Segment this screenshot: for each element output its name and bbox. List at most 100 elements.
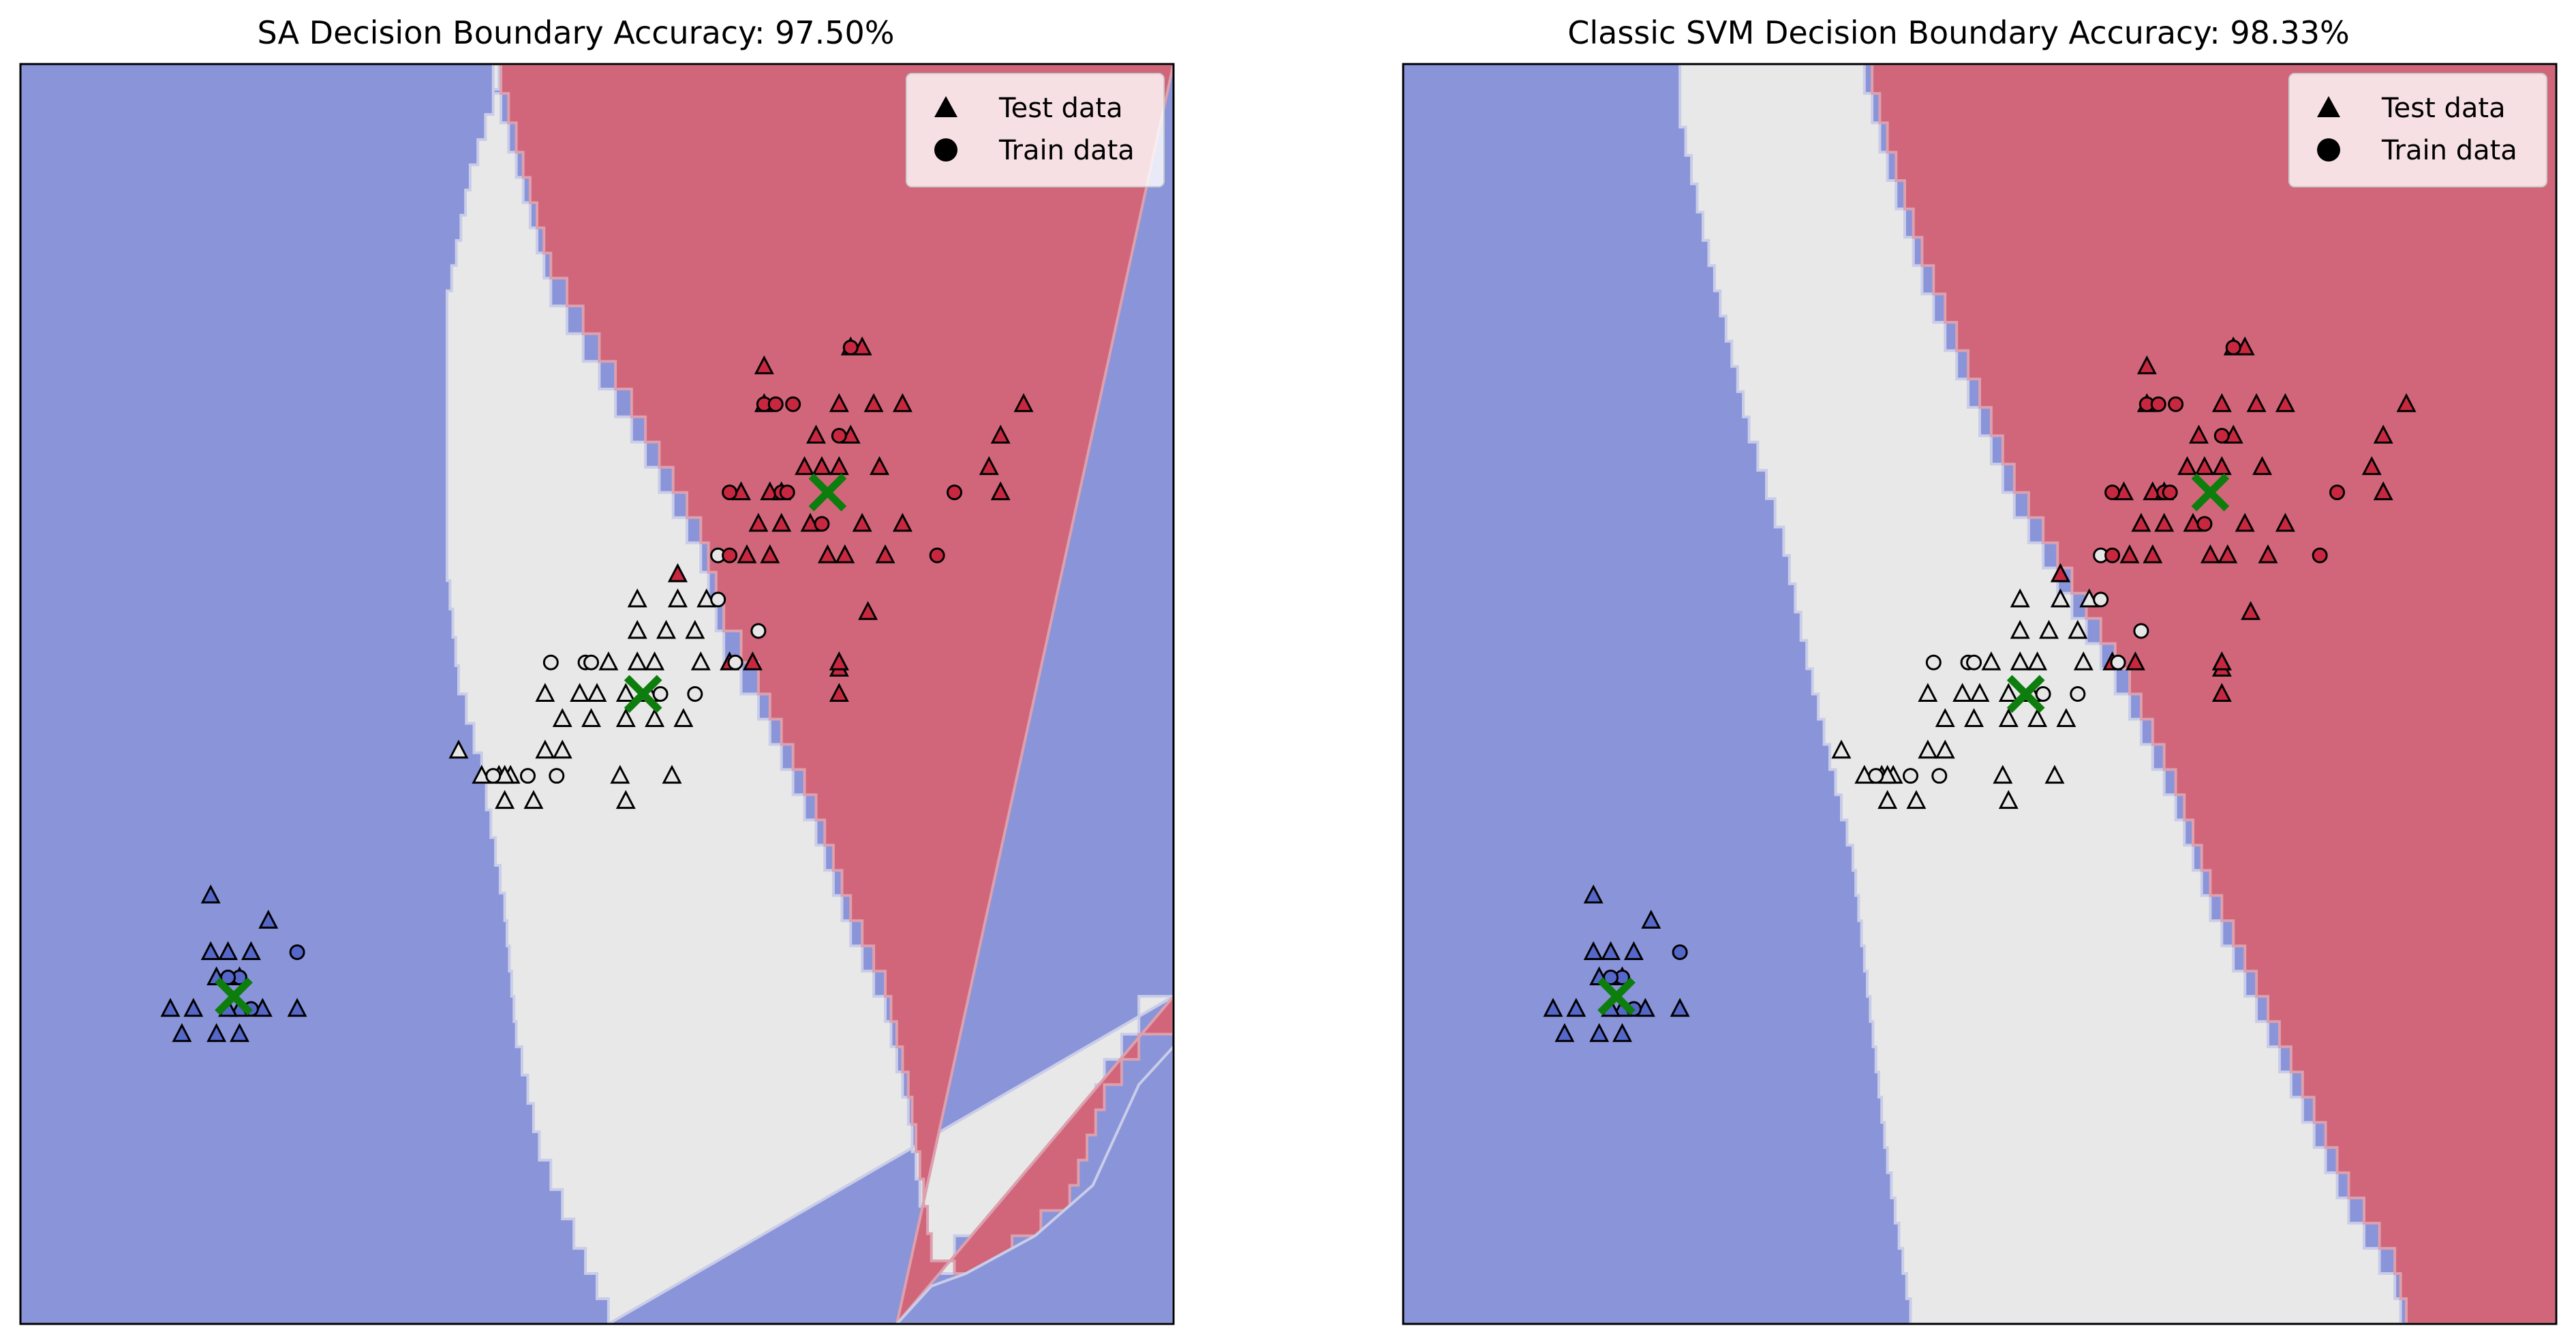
test-point bbox=[2125, 651, 2145, 670]
test-point bbox=[1906, 790, 1927, 809]
test-point bbox=[829, 456, 849, 476]
test-point bbox=[241, 941, 261, 961]
train-point bbox=[722, 547, 738, 564]
region-class0-corner bbox=[895, 1045, 1174, 1324]
test-point bbox=[2050, 588, 2070, 608]
test-point bbox=[2211, 456, 2232, 476]
test-point bbox=[2010, 588, 2030, 608]
test-point bbox=[1566, 998, 1586, 1017]
test-point bbox=[1612, 1023, 1632, 1043]
test-point bbox=[737, 544, 757, 564]
test-point bbox=[645, 651, 665, 670]
test-point bbox=[1543, 998, 1563, 1017]
train-point bbox=[779, 484, 795, 501]
test-point bbox=[2373, 424, 2393, 444]
test-point bbox=[535, 739, 555, 759]
test-point bbox=[870, 456, 890, 476]
test-point bbox=[795, 456, 815, 476]
legend-circle-icon bbox=[934, 138, 957, 161]
test-point bbox=[1981, 651, 2002, 670]
test-point bbox=[771, 512, 792, 532]
train-point bbox=[947, 484, 963, 501]
test-point bbox=[570, 683, 590, 702]
test-point bbox=[2050, 563, 2070, 583]
test-point bbox=[287, 998, 307, 1017]
centroid-marker bbox=[2191, 473, 2230, 512]
test-point bbox=[760, 544, 780, 564]
test-point bbox=[615, 683, 636, 702]
test-point bbox=[448, 739, 469, 759]
test-point bbox=[627, 651, 647, 670]
test-point bbox=[806, 424, 826, 444]
test-point bbox=[2068, 619, 2088, 639]
test-point bbox=[829, 651, 849, 670]
test-point bbox=[748, 512, 769, 532]
test-point bbox=[1998, 683, 2019, 702]
train-point bbox=[652, 686, 669, 702]
test-point bbox=[206, 1023, 227, 1043]
test-point bbox=[1583, 884, 1604, 904]
centroid-marker bbox=[624, 675, 662, 713]
train-point bbox=[2225, 339, 2241, 356]
test-point bbox=[552, 739, 572, 759]
test-point bbox=[1935, 739, 1955, 759]
test-point bbox=[1583, 941, 1604, 961]
test-point bbox=[581, 708, 602, 727]
plot-content bbox=[20, 64, 1174, 1324]
test-point bbox=[523, 790, 544, 809]
test-point bbox=[858, 601, 878, 620]
test-point bbox=[673, 708, 694, 727]
test-point bbox=[1918, 739, 1938, 759]
train-point bbox=[2035, 686, 2051, 702]
test-point bbox=[172, 1023, 192, 1043]
test-point bbox=[2211, 683, 2232, 702]
test-point bbox=[615, 708, 636, 727]
centroid-marker bbox=[2006, 675, 2045, 713]
test-point bbox=[645, 708, 665, 727]
test-point bbox=[979, 456, 999, 476]
train-point bbox=[220, 970, 236, 986]
test-point bbox=[2235, 512, 2255, 532]
test-point bbox=[218, 941, 239, 961]
train-point bbox=[1603, 970, 1619, 986]
train-point bbox=[583, 654, 600, 670]
plot-area: Test data Train data bbox=[19, 63, 1175, 1325]
test-point bbox=[2073, 651, 2094, 670]
test-point bbox=[1952, 683, 1973, 702]
test-point bbox=[667, 588, 688, 608]
train-point bbox=[814, 516, 830, 532]
train-point bbox=[842, 339, 859, 356]
test-point bbox=[892, 512, 913, 532]
train-point bbox=[929, 547, 945, 564]
train-point bbox=[1672, 944, 1688, 961]
train-point bbox=[687, 686, 703, 702]
train-point bbox=[2104, 484, 2121, 501]
train-point bbox=[831, 427, 847, 444]
legend-label: Train data bbox=[2381, 135, 2517, 166]
legend-box bbox=[2288, 73, 2547, 187]
test-point bbox=[2211, 392, 2232, 412]
legend-label: Train data bbox=[998, 135, 1135, 166]
train-point bbox=[1966, 654, 1982, 670]
test-point bbox=[812, 456, 832, 476]
train-point bbox=[2150, 396, 2166, 412]
test-point bbox=[258, 910, 279, 929]
test-point bbox=[863, 392, 884, 412]
test-point bbox=[667, 563, 688, 583]
test-point bbox=[2044, 765, 2065, 784]
test-point bbox=[2010, 619, 2030, 639]
test-point bbox=[2396, 392, 2417, 412]
train-point bbox=[519, 768, 536, 784]
test-point bbox=[656, 619, 676, 639]
test-point bbox=[2131, 512, 2151, 532]
test-point bbox=[1670, 998, 1690, 1017]
train-point bbox=[485, 768, 502, 784]
test-point bbox=[627, 619, 647, 639]
test-point bbox=[1918, 683, 1938, 702]
test-point bbox=[2177, 456, 2198, 476]
test-point bbox=[1589, 1023, 1610, 1043]
test-point bbox=[1969, 683, 1990, 702]
test-point bbox=[1831, 739, 1852, 759]
test-point bbox=[662, 765, 682, 784]
